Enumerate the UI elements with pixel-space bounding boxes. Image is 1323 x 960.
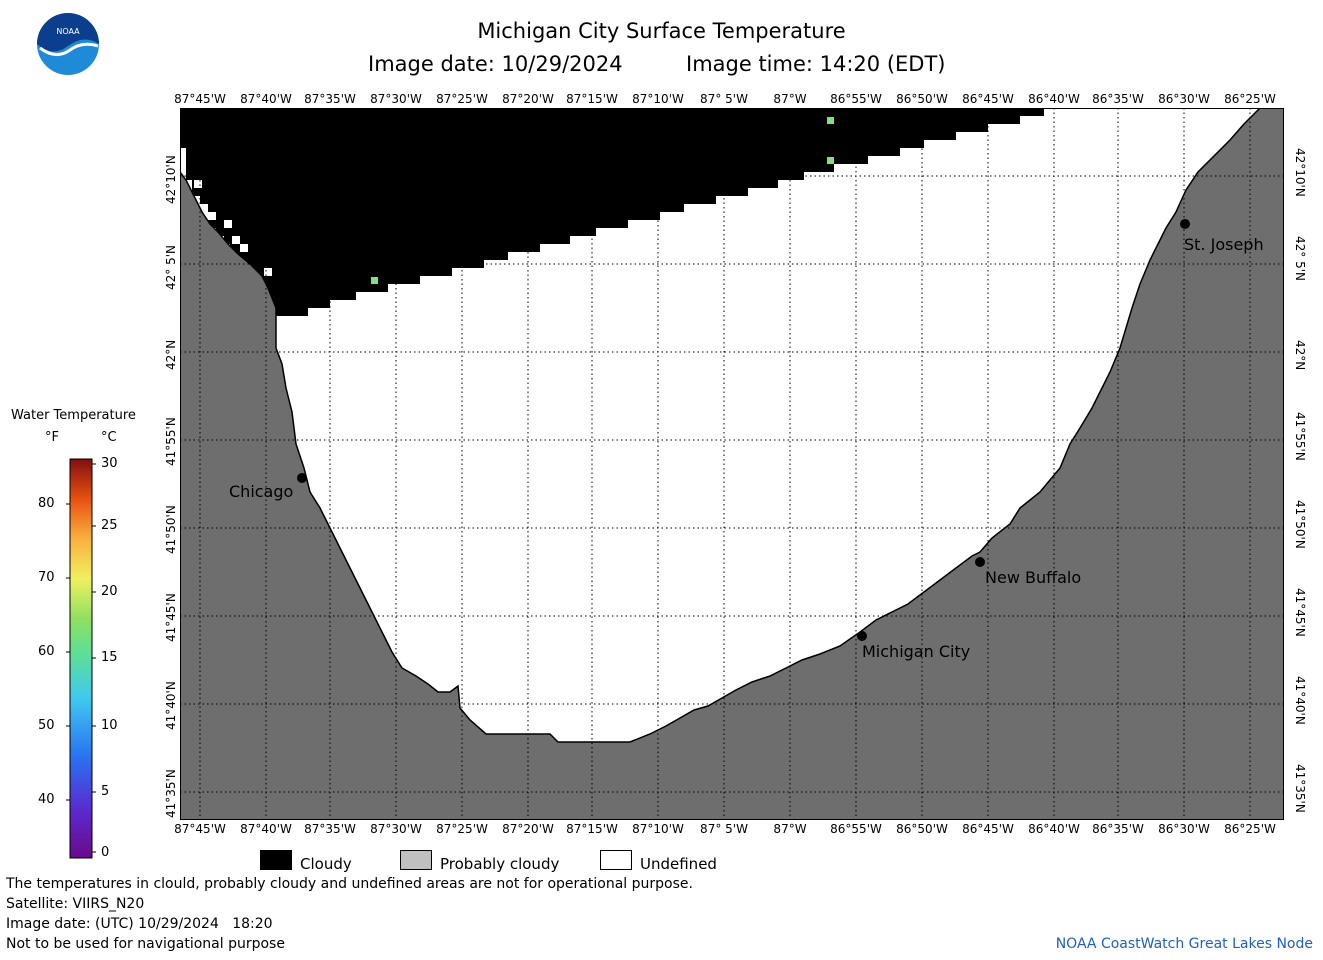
image-date-label: Image date: 10/29/2024	[368, 52, 623, 76]
lon-label: 86°40'W	[1028, 822, 1080, 836]
lon-label: 87°35'W	[304, 92, 356, 106]
lat-label: 41°50'N	[164, 505, 178, 554]
lon-label: 87° 5'W	[700, 92, 748, 106]
chicago-marker	[297, 473, 307, 483]
lat-label: 42° 5'N	[1293, 236, 1307, 281]
lat-label: 42°10'N	[1293, 148, 1307, 197]
image-time-label: Image time: 14:20 (EDT)	[686, 52, 946, 76]
navigation-warning: Not to be used for navigational purpose	[6, 936, 285, 952]
lon-label: 86°30'W	[1158, 92, 1210, 106]
cloudy-swatch	[260, 850, 292, 870]
lon-label: 87°45'W	[174, 92, 226, 106]
lon-label: 86°55'W	[830, 92, 882, 106]
lon-label: 87°W	[773, 92, 807, 106]
new-buffalo-marker	[975, 557, 985, 567]
satellite-text: Satellite: VIIRS_N20	[6, 896, 145, 912]
lon-label: 86°35'W	[1092, 92, 1144, 106]
lat-label: 41°55'N	[1293, 412, 1307, 461]
lat-label: 42°10'N	[164, 155, 178, 204]
lon-label: 86°45'W	[962, 92, 1014, 106]
city-label-new-buffalo: New Buffalo	[985, 568, 1082, 587]
lon-label: 87°10'W	[632, 92, 684, 106]
lon-label: 87°25'W	[436, 822, 488, 836]
probably-cloudy-swatch	[400, 850, 432, 870]
temperature-legend-title: Water Temperature	[11, 408, 136, 423]
map-frame	[180, 108, 1284, 820]
lon-label: 87°10'W	[632, 822, 684, 836]
lon-label: 87°45'W	[174, 822, 226, 836]
lon-label: 87°W	[773, 822, 807, 836]
lon-label: 86°30'W	[1158, 822, 1210, 836]
undefined-swatch	[600, 850, 632, 870]
cloudy-label: Cloudy	[300, 855, 352, 873]
c-tick: 15	[101, 650, 118, 665]
lon-label: 86°35'W	[1092, 822, 1144, 836]
f-tick: 60	[38, 644, 55, 659]
c-tick: 20	[101, 584, 118, 599]
lon-label: 87°15'W	[566, 92, 618, 106]
c-tick: 10	[101, 718, 118, 733]
lon-label: 87°40'W	[240, 92, 292, 106]
lat-label: 42° 5'N	[164, 245, 178, 290]
lon-label: 86°50'W	[896, 92, 948, 106]
credit-text: NOAA CoastWatch Great Lakes Node	[1055, 936, 1313, 952]
lon-label: 87°30'W	[370, 822, 422, 836]
graticule	[180, 108, 1284, 820]
f-tick: 50	[38, 718, 55, 733]
lat-label: 41°45'N	[164, 593, 178, 642]
f-tick: 80	[38, 496, 55, 511]
city-label-michigan-city: Michigan City	[862, 642, 971, 661]
lon-label: 87°35'W	[304, 822, 356, 836]
lon-label: 86°40'W	[1028, 92, 1080, 106]
utc-date-text: Image date: (UTC) 10/29/2024 18:20	[6, 916, 273, 932]
f-tick: 40	[38, 792, 55, 807]
lat-label: 41°35'N	[164, 769, 178, 818]
lat-label: 41°35'N	[1293, 764, 1307, 813]
city-label-st-joseph: St. Joseph	[1184, 235, 1264, 254]
lat-label: 41°55'N	[164, 417, 178, 466]
disclaimer-text: The temperatures in clould, probably clo…	[6, 876, 693, 892]
lon-label: 87°30'W	[370, 92, 422, 106]
michigan-city-marker	[857, 631, 867, 641]
lon-label: 87°40'W	[240, 822, 292, 836]
lat-label: 41°40'N	[1293, 676, 1307, 725]
probably-cloudy-label: Probably cloudy	[440, 855, 560, 873]
unit-c-label: °C	[101, 430, 117, 445]
st-joseph-marker	[1180, 219, 1190, 229]
lon-label: 86°25'W	[1224, 822, 1276, 836]
c-tick: 30	[101, 456, 118, 471]
lon-label: 87° 5'W	[700, 822, 748, 836]
lon-label: 87°25'W	[436, 92, 488, 106]
temperature-colorbar	[66, 458, 96, 859]
land-west	[180, 108, 1284, 820]
lon-label: 86°45'W	[962, 822, 1014, 836]
unit-f-label: °F	[45, 430, 59, 445]
lon-label: 87°20'W	[502, 92, 554, 106]
lat-label: 41°40'N	[164, 681, 178, 730]
page-title: Michigan City Surface Temperature	[477, 19, 846, 43]
map-canvas	[180, 108, 1284, 820]
lat-label: 41°50'N	[1293, 500, 1307, 549]
logo-text: NOAA	[56, 27, 80, 36]
lon-label: 86°50'W	[896, 822, 948, 836]
lon-label: 86°25'W	[1224, 92, 1276, 106]
undefined-label: Undefined	[640, 855, 717, 873]
warm-pixels	[371, 117, 834, 284]
lat-label: 42°N	[1293, 340, 1307, 371]
noaa-logo: NOAA	[37, 13, 99, 75]
city-label-chicago: Chicago	[229, 482, 294, 501]
c-tick: 5	[101, 784, 110, 799]
c-tick: 25	[101, 518, 118, 533]
lon-label: 86°55'W	[830, 822, 882, 836]
lon-label: 87°15'W	[566, 822, 618, 836]
c-tick: 0	[101, 845, 110, 860]
lat-label: 42°N	[164, 339, 178, 370]
cloud-gaps	[180, 148, 272, 276]
f-tick: 70	[38, 570, 55, 585]
lon-label: 87°20'W	[502, 822, 554, 836]
lat-label: 41°45'N	[1293, 588, 1307, 637]
